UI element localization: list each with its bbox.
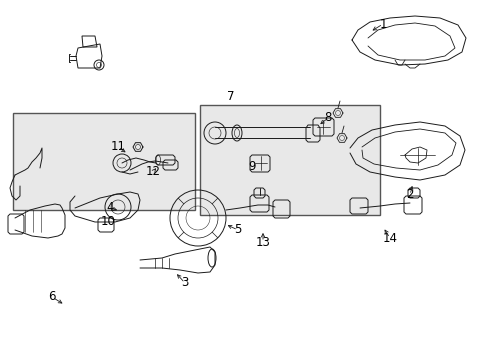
Text: 11: 11: [110, 140, 125, 153]
Text: 2: 2: [406, 189, 413, 202]
Text: 6: 6: [48, 291, 56, 303]
Text: 13: 13: [255, 235, 270, 248]
Text: 12: 12: [145, 166, 160, 179]
Text: 8: 8: [324, 112, 331, 125]
Text: 7: 7: [227, 90, 234, 104]
Text: 9: 9: [248, 161, 255, 174]
Text: 3: 3: [181, 276, 188, 289]
Text: 10: 10: [101, 216, 115, 229]
Text: 14: 14: [382, 231, 397, 244]
Text: 1: 1: [379, 18, 386, 31]
Bar: [200, 105, 379, 215]
Text: 5: 5: [234, 224, 241, 237]
Text: 4: 4: [106, 202, 114, 215]
Bar: [13, 113, 195, 210]
